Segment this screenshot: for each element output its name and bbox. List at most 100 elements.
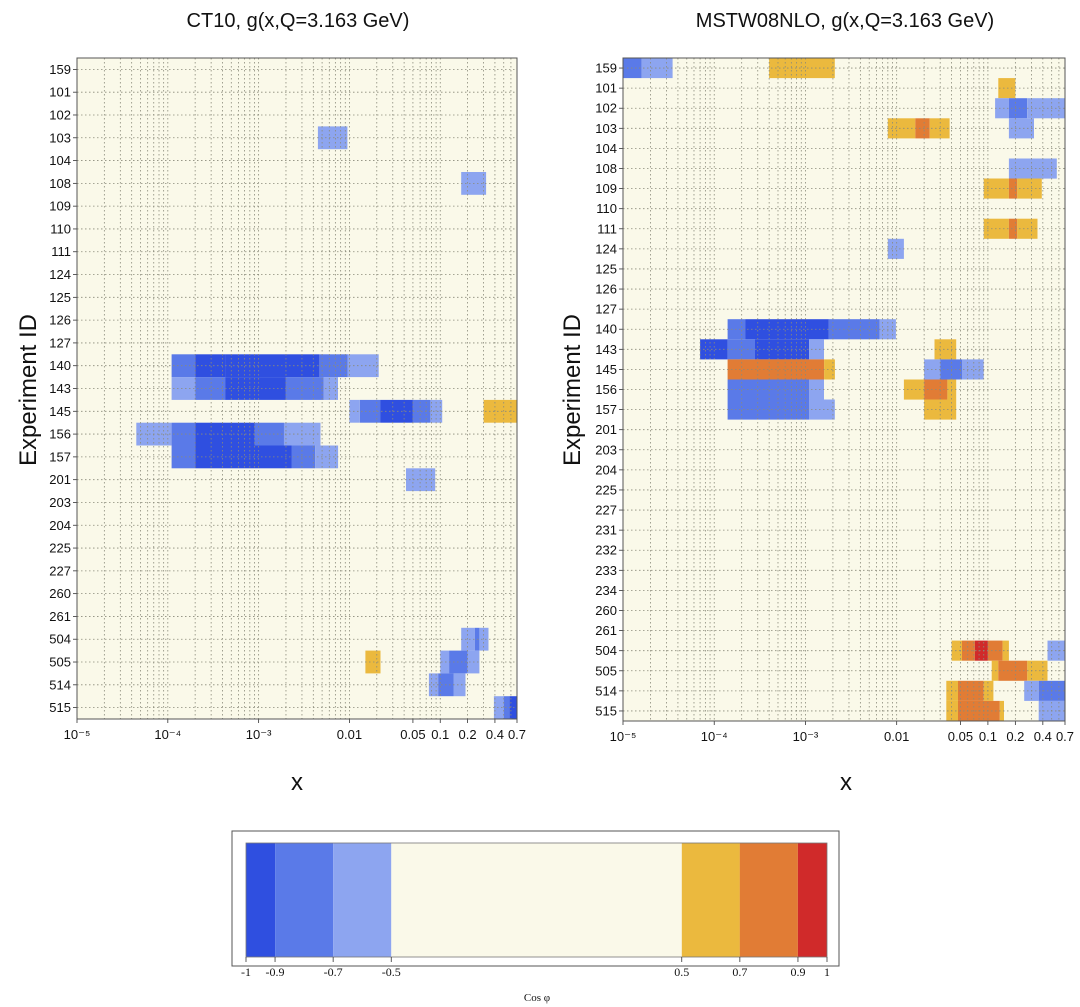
row-tick-label: 203 [595,442,617,457]
x-tick-label: 0.1 [979,729,997,744]
heatmap-cell [755,339,810,360]
mstw-panel: MSTW08NLO, g(x,Q=3.163 GeV) Experiment I… [559,10,1074,796]
row-tick-label: 126 [49,313,71,328]
row-tick-label: 140 [595,322,617,337]
row-tick-label: 126 [595,282,617,297]
row-tick-label: 110 [596,201,617,216]
heatmap-cell [934,339,957,360]
row-tick-label: 102 [49,107,71,122]
heatmap-cell [349,399,360,423]
heatmap-cell [195,422,255,446]
row-tick-label: 145 [595,362,617,377]
row-tick-label: 159 [595,61,617,76]
x-tick-label: 0.7 [1056,729,1074,744]
row-tick-label: 111 [51,244,71,259]
colorbar-tick-label: 1 [824,965,830,979]
row-tick-label: 103 [595,121,617,136]
heatmap-cell [915,118,930,139]
row-tick-label: 201 [49,472,71,487]
heatmap-cell [951,640,962,661]
row-tick-label: 159 [49,62,71,77]
row-tick-label: 157 [595,402,617,417]
colorbar-tick-label: -0.5 [382,965,401,979]
row-tick-label: 145 [49,404,71,419]
row-tick-label: 143 [49,381,71,396]
heatmap-cell [286,377,324,400]
heatmap-cell [503,696,510,719]
row-tick-label: 109 [49,199,71,214]
ct10-y-axis-label: Experiment ID [15,314,42,466]
heatmap-cell [483,399,517,423]
heatmap-cell [828,319,880,340]
row-tick-label: 103 [49,130,71,145]
ct10-x-axis-label: x [291,769,303,796]
x-tick-label: 10⁻⁵ [610,729,637,744]
row-tick-label: 232 [595,543,617,558]
heatmap-cell [809,339,824,360]
row-tick-label: 102 [595,101,617,116]
heatmap-cell [998,660,1028,681]
row-tick-label: 260 [49,586,71,601]
colorbar-tick-label: -1 [241,965,251,979]
heatmap-cell [291,445,316,469]
heatmap-cell [1002,640,1009,661]
colorbar-tick-label: -0.7 [324,965,343,979]
x-tick-label: 0.2 [1006,729,1024,744]
row-tick-label: 124 [595,241,617,256]
heatmap-cell [1017,178,1042,199]
x-tick-label: 0.01 [337,727,362,742]
row-tick-label: 157 [49,449,71,464]
heatmap-cell [1008,158,1057,179]
x-tick-label: 0.4 [1034,729,1052,744]
colorbar-bar-frame [245,842,828,958]
heatmap-cell [440,650,450,674]
colorbar-tick-label: 0.5 [674,965,689,979]
heatmap-cell [461,627,475,651]
heatmap-cell [809,379,824,400]
heatmap-cell [824,359,835,380]
row-tick-label: 225 [49,541,71,556]
heatmap-cell [1008,218,1018,239]
row-tick-label: 110 [50,221,71,236]
heatmap-cell [727,339,756,360]
row-tick-label: 260 [595,603,617,618]
colorbar-tick-label: -0.9 [266,965,285,979]
heatmap-cell [493,696,504,719]
colorbar-tick-label: 0.9 [790,965,805,979]
heatmap-cell [903,379,925,400]
row-tick-label: 156 [49,427,71,442]
heatmap-cell [727,319,746,340]
heatmap-cell [769,58,835,79]
heatmap-cell [887,118,916,139]
row-tick-label: 201 [595,422,617,437]
row-tick-label: 515 [595,703,617,718]
heatmap-cell [1008,98,1028,119]
row-tick-label: 204 [595,462,617,477]
mstw-x-axis-label: x [840,769,852,796]
row-tick-label: 233 [595,563,617,578]
colorbar-band [333,843,392,957]
heatmap-cell [171,354,196,378]
row-tick-label: 125 [595,261,617,276]
plot-frame [622,57,1066,722]
heatmap-cell [999,700,1004,721]
heatmap-cell [700,339,728,360]
row-tick-label: 231 [595,523,617,538]
row-tick-label: 261 [595,623,617,638]
x-tick-label: 0.2 [459,727,477,742]
row-tick-label: 109 [595,181,617,196]
row-tick-label: 504 [595,643,617,658]
colorbar-band [681,843,740,957]
row-tick-label: 505 [49,655,71,670]
mstw-heatmap: 159 101 102 103 104 108 109 110 111 124 125 126 127 1… [595,57,1074,744]
heatmap-cell [958,680,984,701]
heatmap-cell [1027,660,1048,681]
heatmap-cell [317,126,348,150]
heatmap-cell [974,640,988,661]
x-tick-label: 10⁻³ [246,727,272,742]
row-tick-label: 101 [49,85,71,100]
x-tick-label: 0.7 [508,727,526,742]
plot-frame [76,57,518,720]
heatmap-cell [171,377,196,400]
x-tick-label: 0.05 [948,729,973,744]
